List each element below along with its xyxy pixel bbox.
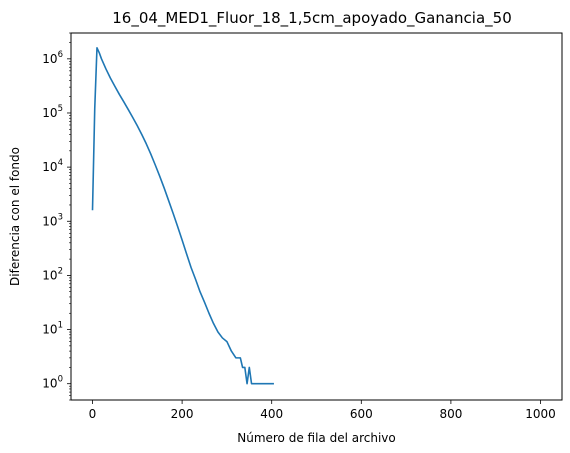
- x-tick-label: 600: [350, 407, 373, 421]
- x-tick-label: 0: [89, 407, 97, 421]
- axis-ticks: 0 200 400 600 800 1000 100 101 102 103 104 105 106: [42, 32, 556, 421]
- plot-frame: [70, 32, 563, 401]
- x-tick-label: 800: [439, 407, 462, 421]
- y-tick-label: 103: [42, 212, 63, 228]
- plot-area: [91, 46, 274, 385]
- x-tick-label: 200: [171, 407, 194, 421]
- series-line-0: [91, 46, 274, 385]
- y-tick-label: 100: [42, 375, 63, 391]
- x-tick-label: 400: [260, 407, 283, 421]
- y-tick-label: 102: [42, 266, 63, 282]
- y-tick-label: 106: [42, 50, 63, 66]
- y-tick-label: 101: [42, 321, 63, 337]
- y-tick-label: 105: [42, 104, 63, 120]
- x-axis-label: Número de fila del archivo: [237, 431, 396, 445]
- y-axis-label: Diferencia con el fondo: [8, 147, 22, 286]
- y-tick-label: 104: [42, 158, 63, 174]
- chart-title: 16_04_MED1_Fluor_18_1,5cm_apoyado_Gananc…: [112, 9, 512, 28]
- x-tick-label: 1000: [525, 407, 556, 421]
